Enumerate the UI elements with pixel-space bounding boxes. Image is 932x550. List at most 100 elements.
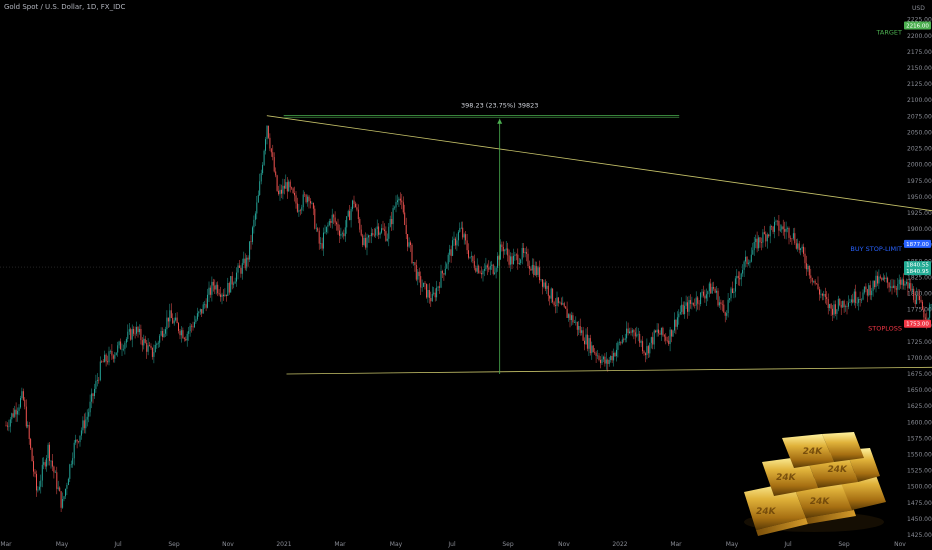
- candle-body: [813, 280, 815, 282]
- candle-body: [198, 311, 200, 314]
- candle-body: [542, 279, 543, 287]
- candle-body: [182, 330, 184, 339]
- candle-body: [85, 419, 87, 429]
- candle-body: [869, 285, 871, 296]
- candle-body: [368, 235, 369, 238]
- candle-body: [381, 228, 382, 233]
- measure-left[interactable]: 398.23 (23.75%) 39823: [283, 102, 680, 374]
- candle-body: [457, 231, 459, 241]
- candle-body: [717, 290, 719, 306]
- y-tick-label: 1450.00: [907, 516, 932, 523]
- candle-body: [550, 288, 552, 299]
- candle-body: [557, 297, 559, 303]
- candle-body: [111, 351, 113, 356]
- candle-body: [156, 343, 158, 345]
- candle-body: [766, 234, 768, 242]
- candle-body: [601, 359, 603, 364]
- candle-body: [73, 442, 75, 459]
- candle-body: [95, 380, 97, 389]
- candle-body: [832, 308, 833, 315]
- candle-body: [546, 285, 548, 289]
- candle-body: [159, 335, 161, 343]
- stoploss-tag-text: 1753.00: [906, 322, 929, 328]
- candle-body: [301, 207, 303, 211]
- candle-body: [294, 193, 295, 196]
- candle-body: [443, 273, 445, 275]
- candle-body: [897, 284, 899, 290]
- candle-body: [888, 282, 890, 288]
- candle-body: [707, 291, 709, 295]
- candle-body: [488, 267, 490, 270]
- candle-body: [336, 222, 338, 225]
- candle-body: [441, 271, 443, 274]
- candle-body: [829, 304, 831, 308]
- candle-body: [495, 267, 497, 273]
- candle-body: [359, 219, 361, 230]
- candle-body: [260, 173, 262, 182]
- candle-body: [524, 252, 526, 253]
- candle-body: [853, 291, 855, 303]
- candle-body: [12, 413, 14, 417]
- candle-body: [711, 287, 713, 294]
- candle-body: [320, 243, 322, 244]
- y-tick-label: 1550.00: [907, 452, 932, 459]
- candle-body: [845, 306, 847, 308]
- candle-body: [195, 319, 197, 323]
- candle-body: [585, 334, 587, 345]
- candle-body: [620, 342, 622, 344]
- candle-body: [59, 487, 61, 492]
- candle-body: [325, 226, 327, 232]
- candle-body: [276, 175, 278, 191]
- candle-body: [339, 230, 340, 236]
- candle-body: [47, 444, 49, 458]
- candle-body: [688, 300, 690, 312]
- candle-body: [446, 264, 448, 269]
- candle-body: [630, 331, 632, 333]
- x-tick-label: Mar: [334, 541, 346, 548]
- candle-body: [79, 435, 81, 443]
- candle-body: [803, 246, 804, 254]
- x-tick-label: Sep: [502, 541, 514, 548]
- current-price-tag-text: 1840.55: [906, 263, 929, 269]
- candle-body: [225, 294, 227, 296]
- candle-body: [346, 216, 348, 228]
- candle-body: [518, 263, 520, 265]
- candle-body: [576, 321, 578, 330]
- candle-body: [154, 345, 156, 353]
- candle-body: [150, 346, 152, 348]
- candle-body: [404, 212, 406, 225]
- x-tick-label: May: [726, 541, 739, 548]
- candle-body: [37, 489, 39, 491]
- candle-body: [703, 291, 704, 296]
- candle-body: [921, 301, 923, 310]
- candle-body: [917, 295, 919, 296]
- drawings[interactable]: 398.23 (23.75%) 39823398.23 (21.94%) 398…: [0, 12, 932, 375]
- candle-body: [701, 291, 703, 293]
- y-tick-label: 2175.00: [907, 49, 932, 56]
- candle-body: [472, 256, 474, 262]
- target-tag-text: 2216.00: [906, 24, 929, 30]
- upper-trendline[interactable]: [266, 115, 932, 341]
- candle-body: [394, 207, 396, 209]
- lower-trendline[interactable]: [286, 358, 932, 375]
- candle-body: [40, 480, 42, 487]
- candle-body: [392, 208, 394, 225]
- candle-body: [22, 391, 24, 400]
- candle-body: [510, 256, 512, 265]
- candle-body: [765, 233, 767, 242]
- candle-body: [758, 237, 760, 249]
- candles: [5, 125, 932, 512]
- candle-body: [365, 238, 367, 248]
- candle-body: [240, 267, 242, 274]
- candle-body: [907, 281, 909, 289]
- candle-body: [470, 256, 472, 257]
- candle-body: [175, 317, 177, 321]
- candle-body: [807, 265, 809, 270]
- candle-body: [17, 410, 19, 415]
- candle-body: [497, 256, 498, 268]
- candle-body: [877, 275, 878, 284]
- candle-body: [498, 256, 500, 260]
- candle-body: [836, 309, 838, 314]
- candle-body: [437, 286, 439, 288]
